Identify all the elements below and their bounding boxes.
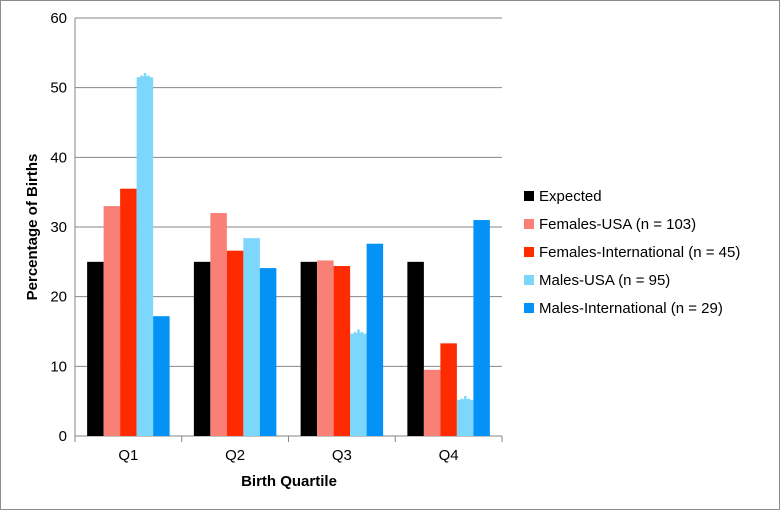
significance-marker: * xyxy=(353,324,364,354)
bar xyxy=(243,238,260,436)
bar xyxy=(317,260,334,436)
legend: Expected Females-USA (n = 103) Females-Int… xyxy=(524,188,740,317)
bar xyxy=(423,369,441,436)
bar xyxy=(333,266,351,436)
legend-label: Females-International (n = 45) xyxy=(539,244,740,261)
bar xyxy=(300,261,318,436)
bar xyxy=(226,250,244,436)
legend-swatch xyxy=(524,303,534,313)
significance-marker: * xyxy=(140,67,151,97)
y-tick-labels: 0 10 20 30 40 50 60 xyxy=(50,10,67,445)
y-tick-label: 50 xyxy=(50,80,67,97)
bar xyxy=(440,343,457,436)
bar xyxy=(350,333,367,436)
y-axis-title: Percentage of Births xyxy=(24,154,41,301)
x-axis-title: Birth Quartile xyxy=(241,473,337,490)
bar xyxy=(193,261,211,436)
legend-swatch xyxy=(524,219,534,229)
bar xyxy=(153,316,170,436)
legend-label: Expected xyxy=(539,188,602,205)
y-tick-label: 30 xyxy=(50,219,67,236)
x-tick-label: Q4 xyxy=(439,447,459,464)
bar xyxy=(103,206,121,436)
bar xyxy=(456,399,474,436)
bar xyxy=(407,261,424,436)
y-tick-label: 40 xyxy=(50,149,67,166)
bar xyxy=(136,77,154,436)
y-tick-label: 0 xyxy=(59,428,67,445)
legend-label: Males-International (n = 29) xyxy=(539,300,723,317)
legend-swatch xyxy=(524,275,534,285)
bar xyxy=(473,220,490,436)
x-tick-label: Q3 xyxy=(332,447,352,464)
bar xyxy=(259,268,277,436)
significance-marker: * xyxy=(460,390,471,420)
bar xyxy=(87,261,104,436)
bars xyxy=(87,77,490,436)
bar xyxy=(210,213,227,436)
y-tick-label: 20 xyxy=(50,289,67,306)
legend-swatch xyxy=(524,191,534,201)
y-tick-label: 10 xyxy=(50,358,67,375)
bar xyxy=(366,243,384,436)
legend-label: Females-USA (n = 103) xyxy=(539,216,696,233)
legend-label: Males-USA (n = 95) xyxy=(539,272,670,289)
legend-swatch xyxy=(524,247,534,257)
bar xyxy=(120,188,137,436)
y-tick-label: 60 xyxy=(50,10,67,27)
x-tick-label: Q2 xyxy=(225,447,245,464)
x-tick-label: Q1 xyxy=(118,447,138,464)
annotations: * * * xyxy=(140,67,471,420)
x-tick-labels: Q1 Q2 Q3 Q4 xyxy=(118,447,458,464)
